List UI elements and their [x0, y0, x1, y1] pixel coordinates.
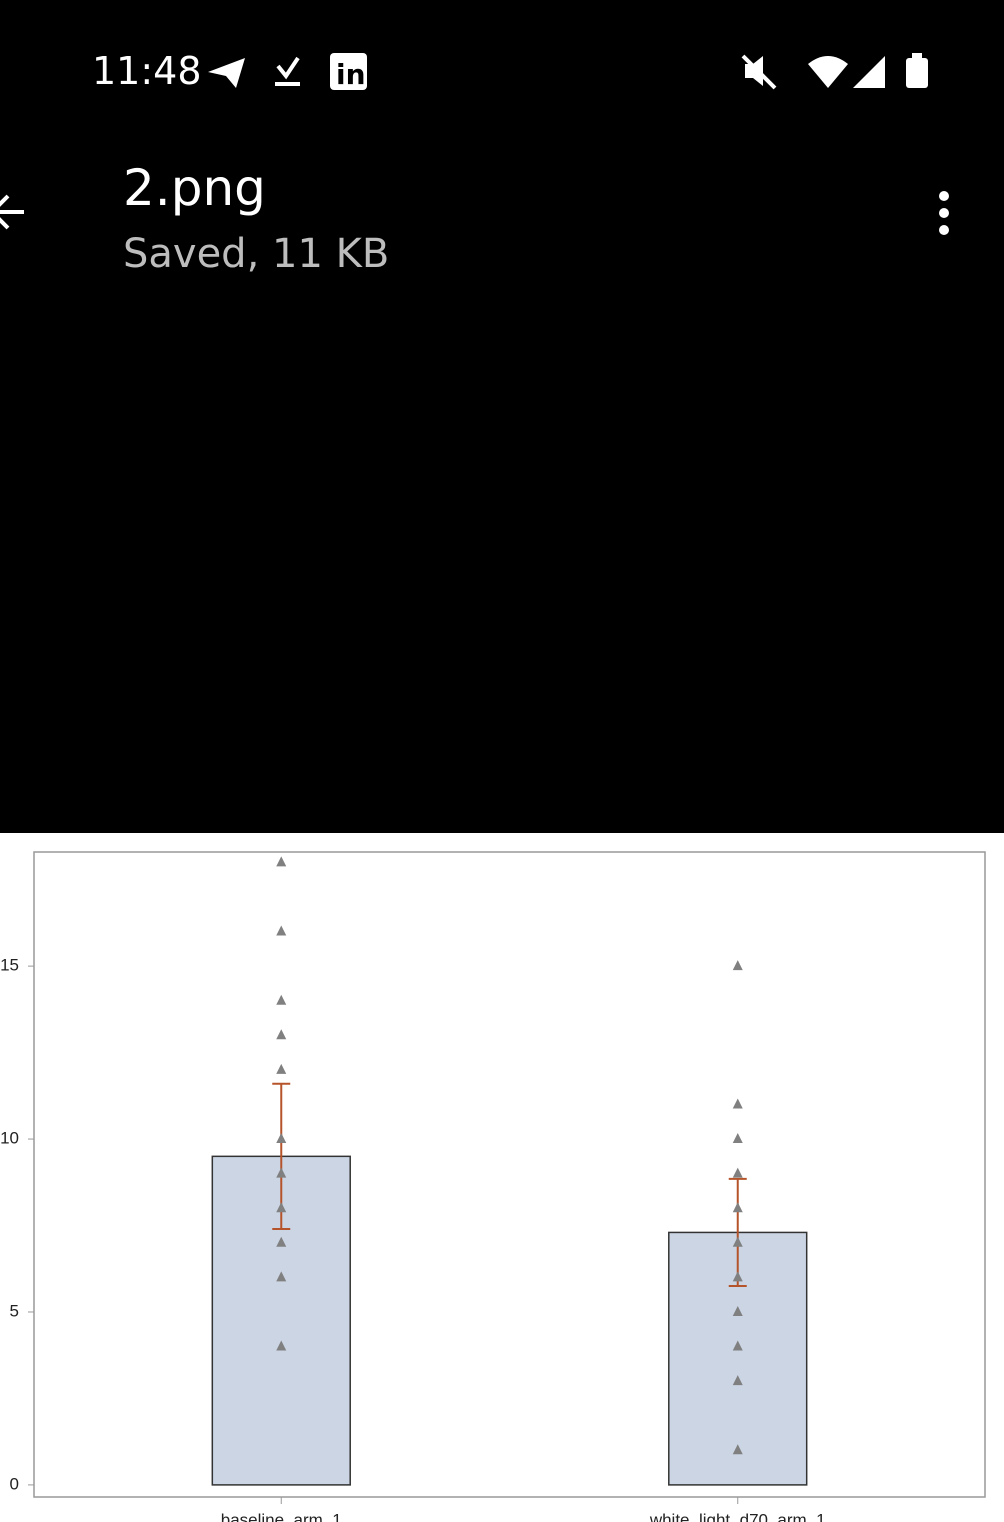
svg-text:in: in [336, 58, 366, 91]
plot-frame [33, 851, 986, 1498]
data-point [276, 1236, 287, 1247]
data-point [732, 1444, 743, 1455]
data-point [276, 1029, 287, 1040]
data-point [732, 1271, 743, 1282]
data-point [732, 1202, 743, 1213]
x-tick-label: baseline_arm_1 [221, 1510, 342, 1522]
file-title: 2.png [123, 159, 266, 217]
more-options[interactable] [939, 191, 949, 235]
x-tick-label: white_light_d70_arm_1 [649, 1510, 826, 1522]
data-point [276, 1271, 287, 1282]
data-point [276, 856, 287, 867]
data-point [276, 925, 287, 936]
status-icons-right [741, 53, 928, 90]
y-tick-label: 15 [0, 956, 19, 975]
chart: 0 5 10 15 baseline_arm_1 white_light_d70_arm_… [0, 856, 826, 1522]
data-point [732, 1133, 743, 1144]
data-point [732, 1340, 743, 1351]
data-point [276, 1202, 287, 1213]
data-point [276, 1167, 287, 1178]
data-point [276, 1063, 287, 1074]
data-point [276, 1340, 287, 1351]
y-tick-label: 10 [0, 1129, 19, 1148]
data-point [732, 1098, 743, 1109]
y-tick-label: 0 [10, 1474, 19, 1493]
data-point [276, 1133, 287, 1144]
data-point [276, 994, 287, 1005]
data-point [732, 1305, 743, 1316]
data-point [732, 1167, 743, 1178]
back-button[interactable] [0, 194, 24, 230]
status-time: 11:48 [92, 49, 202, 93]
y-tick-label: 5 [10, 1301, 19, 1320]
status-icons-left: in [208, 53, 367, 91]
data-point [732, 1375, 743, 1386]
data-point [732, 1236, 743, 1247]
data-point [732, 960, 743, 971]
image-background [0, 833, 1004, 1522]
viewer-background [0, 0, 1004, 833]
file-subtitle: Saved, 11 KB [123, 231, 389, 277]
